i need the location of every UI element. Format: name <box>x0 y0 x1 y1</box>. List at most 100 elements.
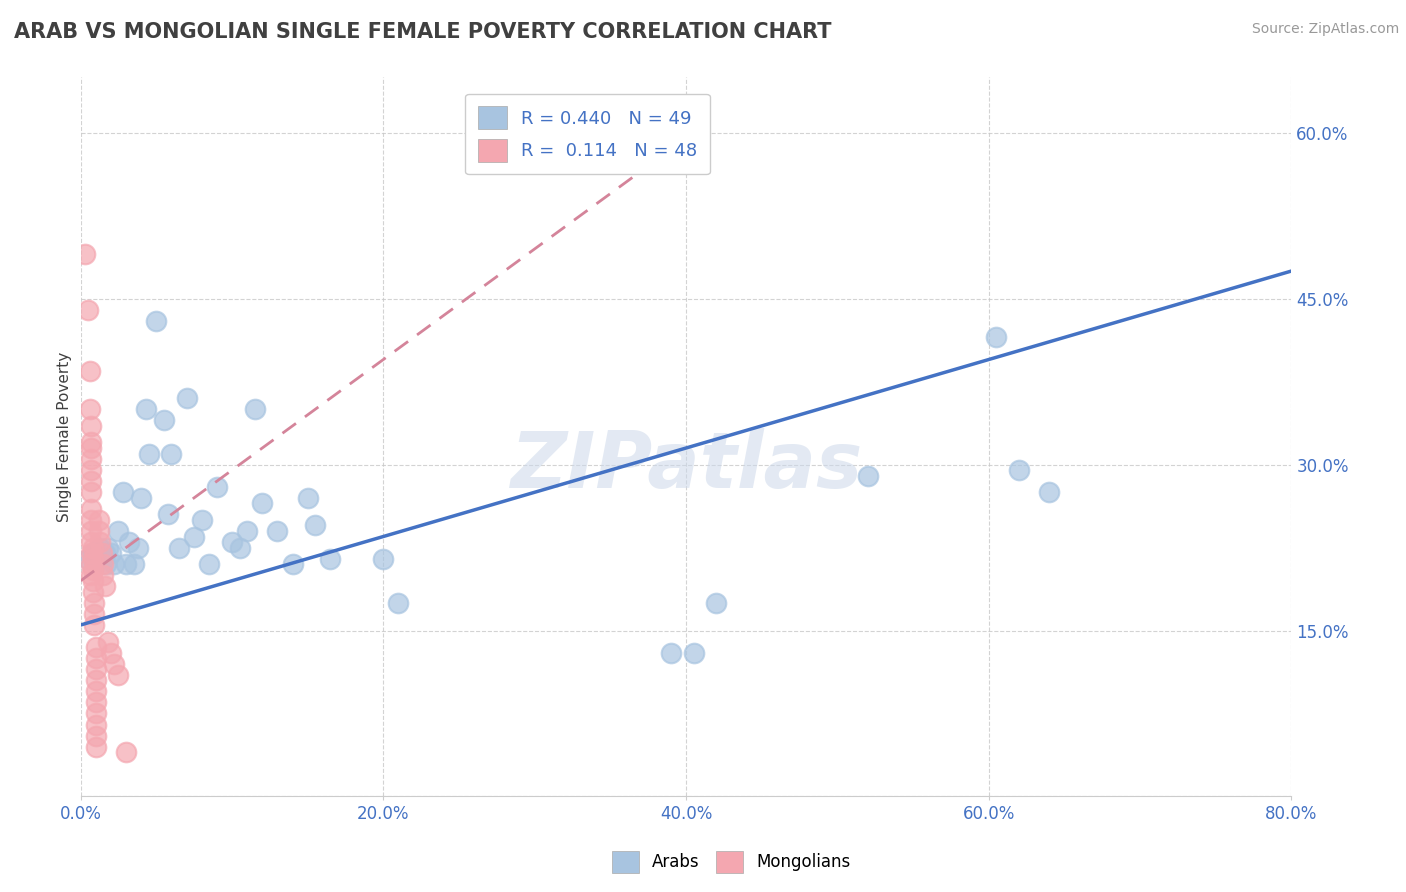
Legend: R = 0.440   N = 49, R =  0.114   N = 48: R = 0.440 N = 49, R = 0.114 N = 48 <box>465 94 710 174</box>
Point <box>77 302 100 317</box>
Point <box>82 584 104 599</box>
Point <box>97 634 120 648</box>
Point <box>198 557 221 571</box>
Point <box>115 745 138 759</box>
Text: Source: ZipAtlas.com: Source: ZipAtlas.com <box>1251 22 1399 37</box>
Point <box>80 524 103 538</box>
Point <box>80 463 103 477</box>
Point <box>297 491 319 505</box>
Point <box>138 446 160 460</box>
Point <box>856 468 879 483</box>
Point <box>79 402 101 417</box>
Point <box>160 446 183 460</box>
Point <box>103 657 125 671</box>
Point <box>80 435 103 450</box>
Point <box>236 524 259 538</box>
Point <box>80 513 103 527</box>
Point <box>94 579 117 593</box>
Point <box>107 667 129 681</box>
Point <box>87 546 110 560</box>
Point <box>84 706 107 721</box>
Point <box>80 546 103 560</box>
Point <box>84 551 107 566</box>
Point <box>115 557 138 571</box>
Point <box>100 646 122 660</box>
Point <box>135 402 157 417</box>
Point <box>243 402 266 417</box>
Legend: Arabs, Mongolians: Arabs, Mongolians <box>605 845 858 880</box>
Point <box>93 568 115 582</box>
Point <box>205 480 228 494</box>
Point <box>83 596 105 610</box>
Point <box>80 557 103 571</box>
Point <box>682 646 704 660</box>
Point <box>1008 463 1031 477</box>
Point <box>84 684 107 698</box>
Point <box>96 557 118 571</box>
Point <box>80 501 103 516</box>
Text: ZIPatlas: ZIPatlas <box>510 427 862 504</box>
Point <box>80 418 103 433</box>
Point <box>176 391 198 405</box>
Point <box>84 651 107 665</box>
Point <box>153 413 176 427</box>
Point <box>87 513 110 527</box>
Point <box>986 330 1008 344</box>
Point <box>1038 485 1060 500</box>
Point <box>83 607 105 621</box>
Point <box>80 485 103 500</box>
Point <box>103 557 125 571</box>
Point <box>183 529 205 543</box>
Point <box>221 535 243 549</box>
Point <box>83 618 105 632</box>
Point <box>145 314 167 328</box>
Point <box>80 568 103 582</box>
Point <box>75 247 97 261</box>
Point <box>228 541 250 555</box>
Point <box>112 485 135 500</box>
Point <box>82 541 104 555</box>
Point <box>93 551 115 566</box>
Point <box>90 546 112 560</box>
Point <box>127 541 149 555</box>
Point <box>82 563 104 577</box>
Point <box>89 535 111 549</box>
Point <box>281 557 304 571</box>
Point <box>84 640 107 654</box>
Point <box>80 535 103 549</box>
Point <box>704 596 727 610</box>
Point <box>107 524 129 538</box>
Point <box>82 574 104 588</box>
Point <box>84 695 107 709</box>
Point <box>373 551 395 566</box>
Text: ARAB VS MONGOLIAN SINGLE FEMALE POVERTY CORRELATION CHART: ARAB VS MONGOLIAN SINGLE FEMALE POVERTY … <box>14 22 831 42</box>
Point <box>266 524 288 538</box>
Point <box>82 551 104 566</box>
Point <box>79 363 101 377</box>
Point <box>100 546 122 560</box>
Point <box>97 541 120 555</box>
Point <box>80 452 103 467</box>
Point <box>319 551 342 566</box>
Point <box>252 496 274 510</box>
Point <box>87 524 110 538</box>
Point <box>129 491 152 505</box>
Point <box>89 541 111 555</box>
Point <box>387 596 409 610</box>
Point <box>84 729 107 743</box>
Point <box>190 513 212 527</box>
Point <box>82 546 104 560</box>
Point <box>84 673 107 688</box>
Point <box>93 557 115 571</box>
Point <box>118 535 141 549</box>
Point <box>167 541 190 555</box>
Point <box>84 739 107 754</box>
Point <box>659 646 682 660</box>
Point <box>122 557 145 571</box>
Point <box>84 662 107 676</box>
Point <box>304 518 326 533</box>
Point <box>94 546 117 560</box>
Point <box>84 717 107 731</box>
Point <box>80 474 103 488</box>
Y-axis label: Single Female Poverty: Single Female Poverty <box>58 351 72 522</box>
